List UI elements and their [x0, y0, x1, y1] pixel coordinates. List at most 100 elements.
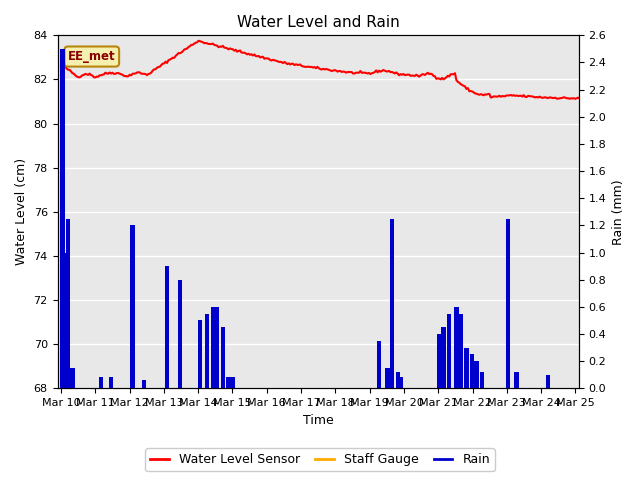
Bar	[401, 377, 403, 388]
Text: EE_met: EE_met	[68, 50, 116, 63]
Bar	[99, 377, 100, 388]
Bar	[228, 377, 229, 388]
Bar	[396, 372, 397, 388]
Bar	[227, 377, 228, 388]
Bar	[218, 307, 220, 388]
Bar	[201, 321, 202, 388]
Bar	[205, 313, 206, 388]
Bar	[112, 377, 113, 388]
Bar	[516, 372, 517, 388]
Bar	[100, 377, 102, 388]
Bar	[229, 377, 231, 388]
Bar	[63, 49, 65, 388]
Bar	[437, 334, 438, 388]
Bar	[456, 307, 457, 388]
Bar	[460, 313, 461, 388]
Bar	[60, 49, 61, 388]
Bar	[447, 313, 449, 388]
Bar	[231, 377, 232, 388]
Bar	[546, 375, 547, 388]
Bar	[73, 368, 75, 388]
Bar	[470, 354, 472, 388]
Bar	[466, 348, 467, 388]
Bar	[214, 307, 215, 388]
Bar	[61, 49, 63, 388]
Bar	[198, 321, 199, 388]
Bar	[378, 341, 380, 388]
Bar	[179, 280, 180, 388]
Bar	[547, 375, 549, 388]
Bar	[509, 218, 510, 388]
Bar	[474, 361, 476, 388]
Bar	[472, 354, 473, 388]
Bar	[467, 348, 468, 388]
Title: Water Level and Rain: Water Level and Rain	[237, 15, 399, 30]
Bar	[393, 218, 394, 388]
Bar	[506, 218, 508, 388]
Bar	[142, 380, 143, 388]
Bar	[476, 361, 477, 388]
Bar	[461, 313, 463, 388]
Bar	[72, 368, 73, 388]
Bar	[65, 252, 66, 388]
Bar	[70, 368, 72, 388]
Bar	[67, 218, 69, 388]
Bar	[66, 218, 67, 388]
Bar	[180, 280, 182, 388]
Bar	[165, 266, 166, 388]
Bar	[483, 372, 484, 388]
Bar	[457, 307, 458, 388]
Bar	[481, 372, 483, 388]
Bar	[473, 354, 474, 388]
Bar	[444, 327, 445, 388]
Bar	[480, 372, 481, 388]
Bar	[211, 307, 212, 388]
Bar	[110, 377, 112, 388]
Bar	[168, 266, 169, 388]
Y-axis label: Water Level (cm): Water Level (cm)	[15, 158, 28, 265]
Bar	[508, 218, 509, 388]
Bar	[388, 368, 390, 388]
Bar	[178, 280, 179, 388]
Bar	[400, 377, 401, 388]
X-axis label: Time: Time	[303, 414, 333, 427]
Bar	[380, 341, 381, 388]
Bar	[166, 266, 168, 388]
Bar	[206, 313, 208, 388]
Bar	[454, 307, 456, 388]
Legend: Water Level Sensor, Staff Gauge, Rain: Water Level Sensor, Staff Gauge, Rain	[145, 448, 495, 471]
Bar	[131, 226, 132, 388]
Bar	[132, 226, 133, 388]
Bar	[212, 307, 214, 388]
Bar	[549, 375, 550, 388]
Bar	[221, 327, 222, 388]
Bar	[143, 380, 145, 388]
Bar	[443, 327, 444, 388]
Bar	[477, 361, 479, 388]
Bar	[216, 307, 218, 388]
Bar	[215, 307, 216, 388]
Bar	[377, 341, 378, 388]
Bar	[223, 327, 225, 388]
Bar	[449, 313, 450, 388]
Bar	[438, 334, 440, 388]
Bar	[464, 348, 466, 388]
Bar	[397, 372, 398, 388]
Bar	[458, 313, 460, 388]
Bar	[391, 218, 393, 388]
Bar	[517, 372, 519, 388]
Bar	[232, 377, 234, 388]
Y-axis label: Rain (mm): Rain (mm)	[612, 179, 625, 245]
Bar	[208, 313, 209, 388]
Bar	[102, 377, 103, 388]
Bar	[440, 334, 442, 388]
Bar	[387, 368, 388, 388]
Bar	[109, 377, 110, 388]
Bar	[234, 377, 235, 388]
Bar	[385, 368, 387, 388]
Bar	[69, 218, 70, 388]
Bar	[145, 380, 146, 388]
Bar	[442, 327, 443, 388]
Bar	[222, 327, 223, 388]
Bar	[390, 218, 391, 388]
